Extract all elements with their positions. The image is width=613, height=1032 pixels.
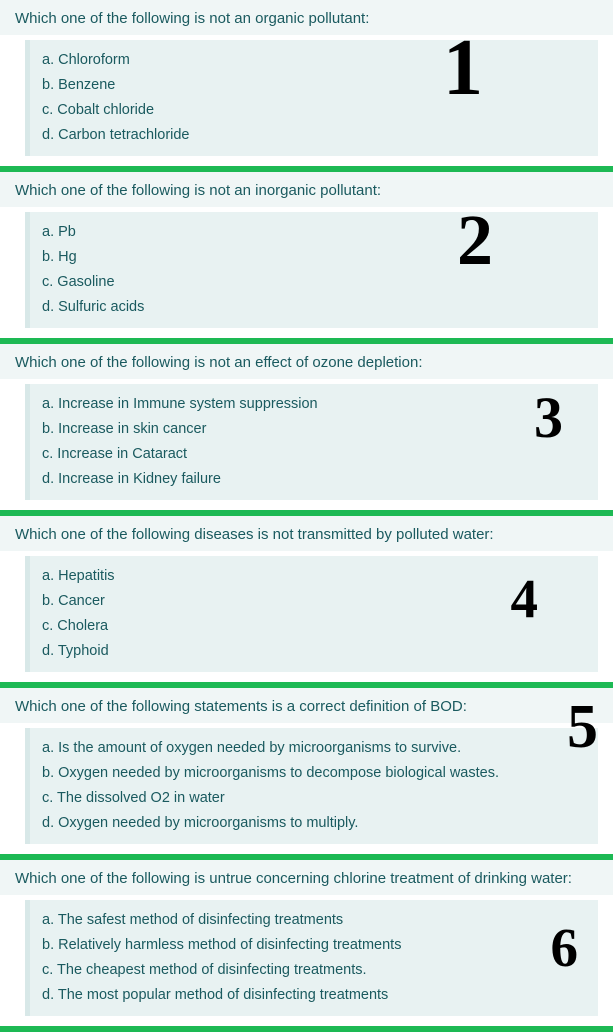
option-item[interactable]: d. Oxygen needed by microorganisms to mu… (42, 811, 586, 836)
question-block: Which one of the following is not an ino… (0, 172, 613, 344)
question-block: Which one of the following is not an eff… (0, 344, 613, 516)
option-item[interactable]: d. Increase in Kidney failure (42, 467, 586, 492)
option-item[interactable]: d. Typhoid (42, 639, 586, 664)
option-item[interactable]: c. Increase in Cataract (42, 442, 586, 467)
options-group: a. Chloroformb. Benzenec. Cobalt chlorid… (25, 40, 598, 156)
question-prompt: Which one of the following statements is… (0, 688, 613, 723)
option-item[interactable]: a. Increase in Immune system suppression (42, 392, 586, 417)
option-item[interactable]: b. Benzene (42, 73, 586, 98)
options-group: a. Pbb. Hgc. Gasolined. Sulfuric acids (25, 212, 598, 328)
question-prompt: Which one of the following diseases is n… (0, 516, 613, 551)
option-item[interactable]: c. Cobalt chloride (42, 98, 586, 123)
question-prompt: Which one of the following is not an eff… (0, 344, 613, 379)
option-item[interactable]: b. Increase in skin cancer (42, 417, 586, 442)
option-item[interactable]: a. The safest method of disinfecting tre… (42, 908, 586, 933)
question-prompt: Which one of the following is not an ino… (0, 172, 613, 207)
option-item[interactable]: b. Hg (42, 245, 586, 270)
option-item[interactable]: a. Pb (42, 220, 586, 245)
option-item[interactable]: a. Chloroform (42, 48, 586, 73)
option-item[interactable]: b. Relatively harmless method of disinfe… (42, 933, 586, 958)
option-item[interactable]: a. Hepatitis (42, 564, 586, 589)
option-item[interactable]: c. Gasoline (42, 270, 586, 295)
option-item[interactable]: c. Cholera (42, 614, 586, 639)
question-prompt: Which one of the following is not an org… (0, 0, 613, 35)
option-item[interactable]: c. The cheapest method of disinfecting t… (42, 958, 586, 983)
quiz-container: Which one of the following is not an org… (0, 0, 613, 1032)
option-item[interactable]: b. Oxygen needed by microorganisms to de… (42, 761, 586, 786)
option-item[interactable]: d. Carbon tetrachloride (42, 123, 586, 148)
options-group: a. Is the amount of oxygen needed by mic… (25, 728, 598, 844)
option-item[interactable]: c. The dissolved O2 in water (42, 786, 586, 811)
option-item[interactable]: d. The most popular method of disinfecti… (42, 983, 586, 1008)
question-block: Which one of the following diseases is n… (0, 516, 613, 688)
options-group: a. The safest method of disinfecting tre… (25, 900, 598, 1016)
question-prompt: Which one of the following is untrue con… (0, 860, 613, 895)
question-block: Which one of the following statements is… (0, 688, 613, 860)
options-group: a. Hepatitisb. Cancerc. Cholerad. Typhoi… (25, 556, 598, 672)
option-item[interactable]: b. Cancer (42, 589, 586, 614)
question-block: Which one of the following is untrue con… (0, 860, 613, 1032)
question-block: Which one of the following is not an org… (0, 0, 613, 172)
options-group: a. Increase in Immune system suppression… (25, 384, 598, 500)
option-item[interactable]: d. Sulfuric acids (42, 295, 586, 320)
option-item[interactable]: a. Is the amount of oxygen needed by mic… (42, 736, 586, 761)
